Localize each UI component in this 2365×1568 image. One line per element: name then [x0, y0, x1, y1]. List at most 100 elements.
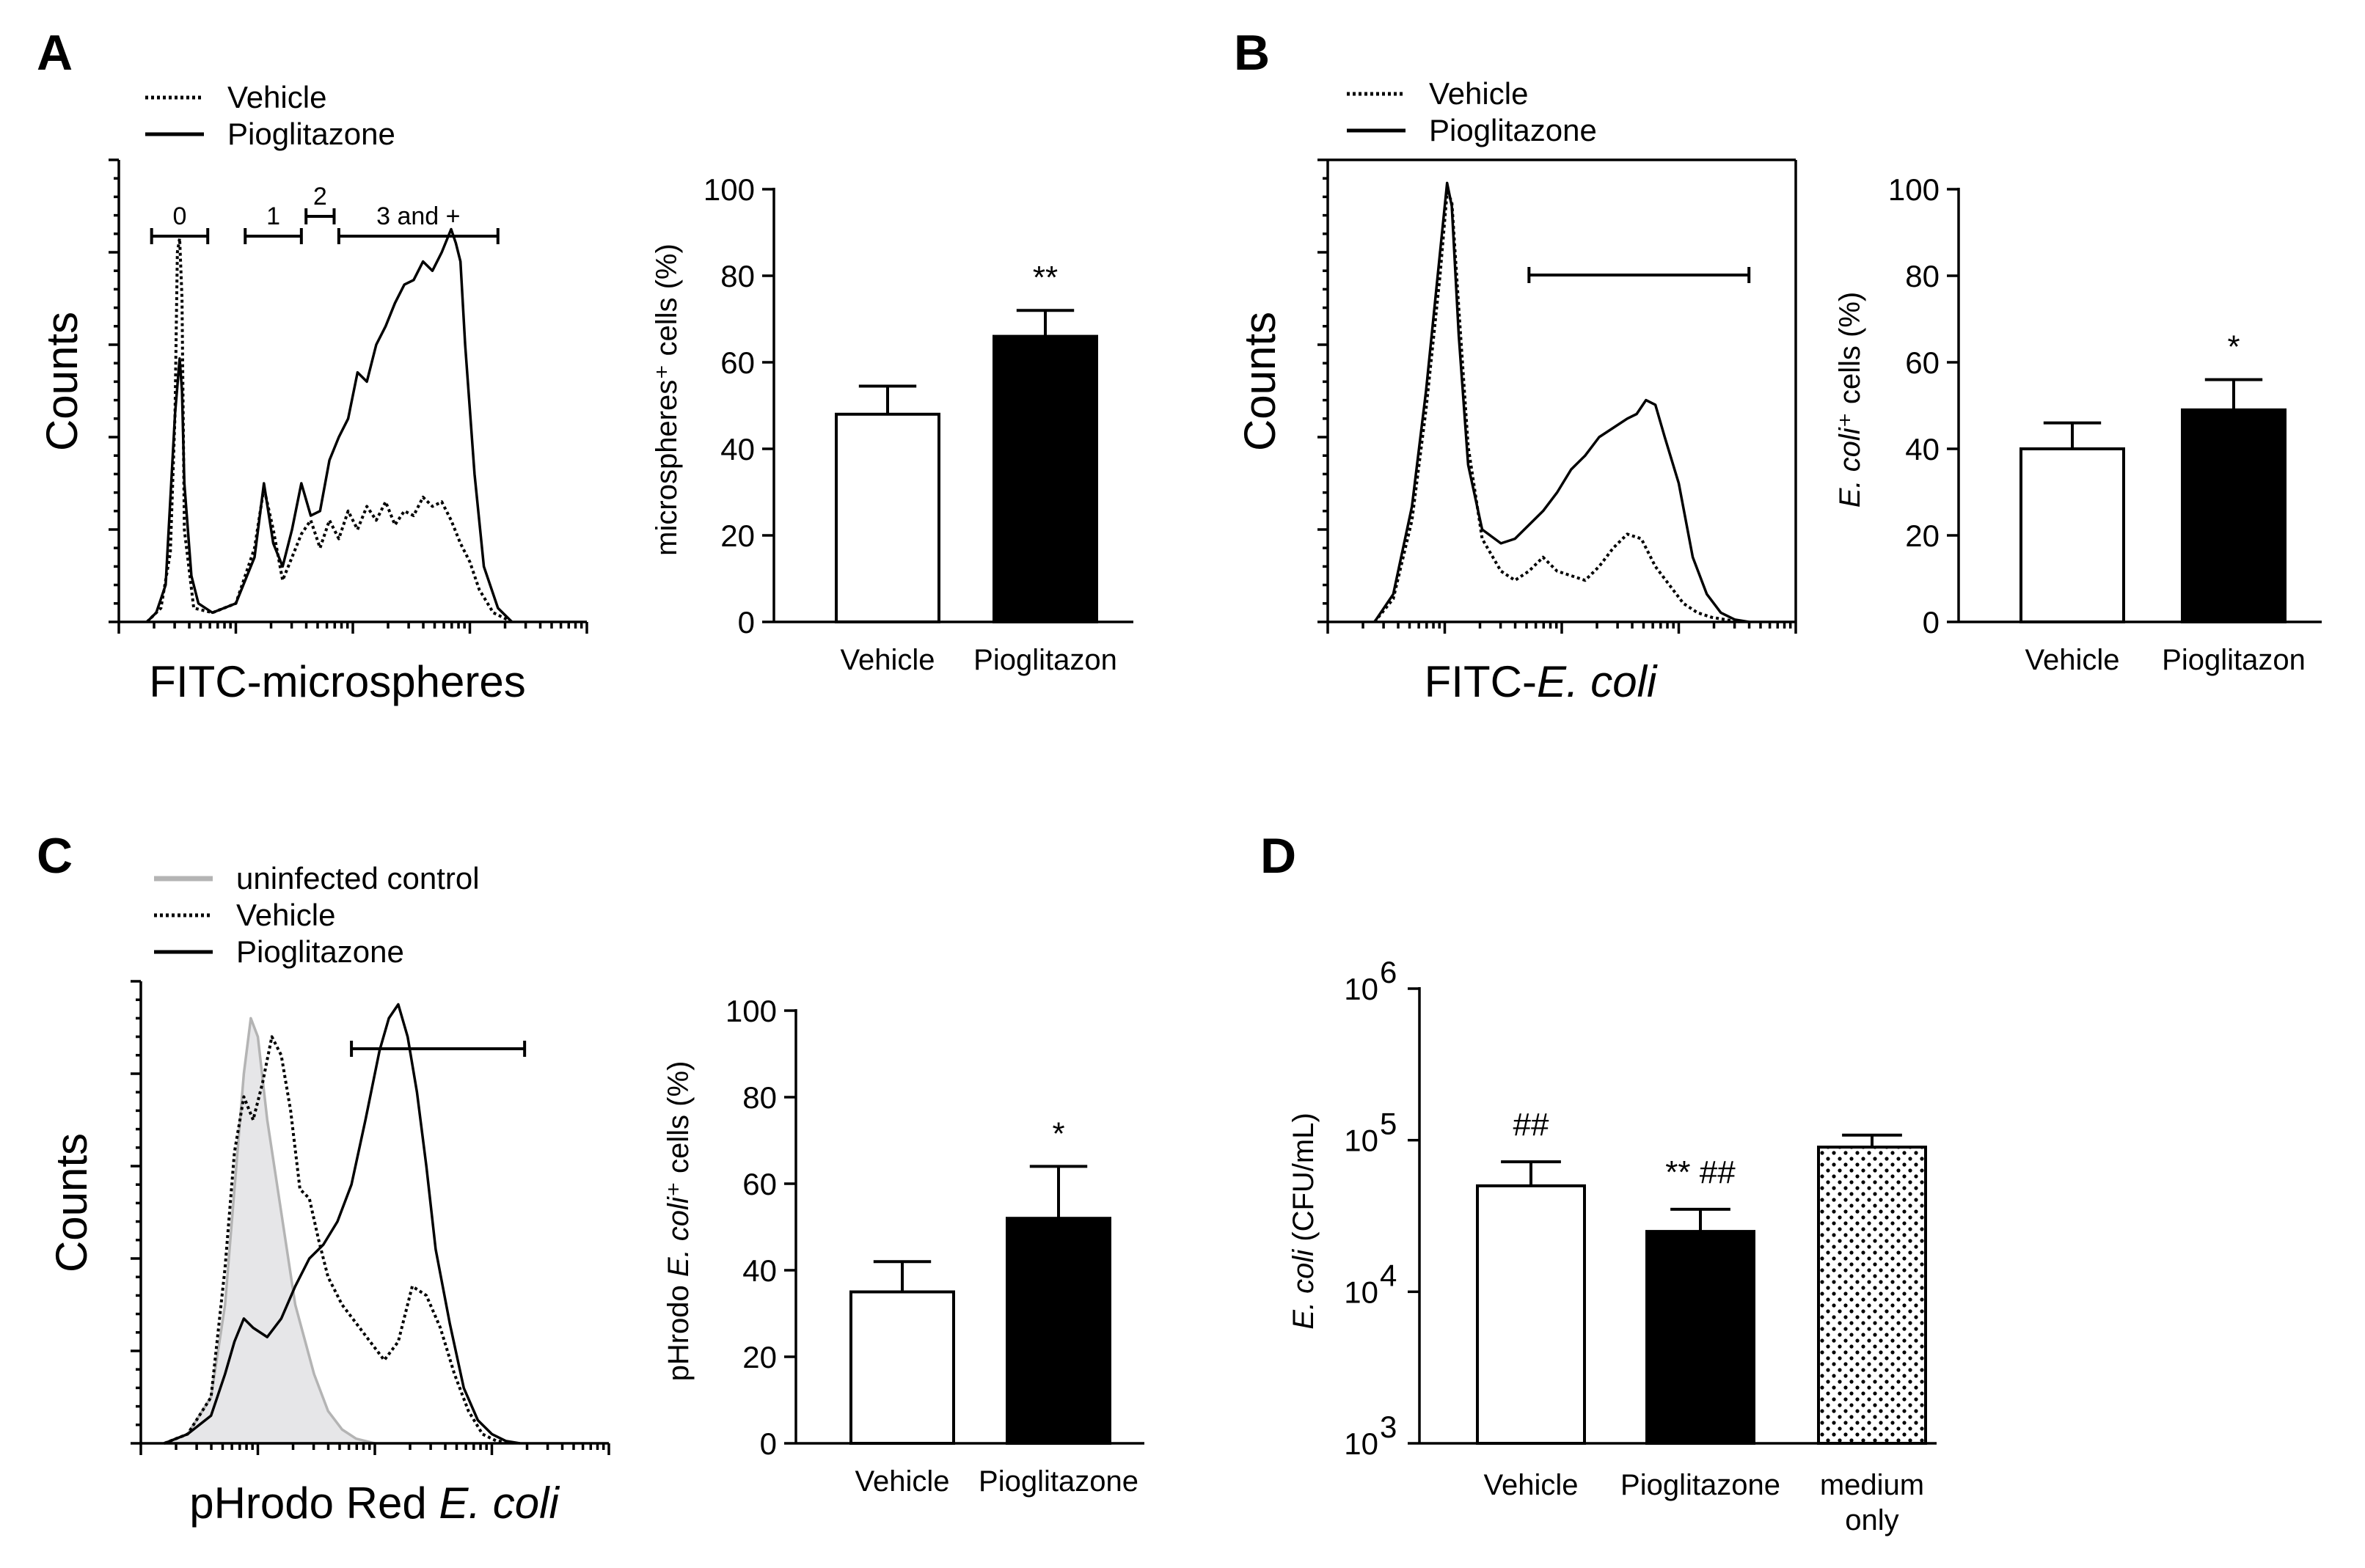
histogram-series-line [145, 237, 513, 623]
significance-label: * [1052, 1115, 1064, 1151]
panel-letter-a: A [37, 25, 73, 81]
y-tick-label: 60 [1905, 345, 1940, 380]
category-label: Vehicle [1484, 1469, 1579, 1501]
panel-c-axes [131, 980, 610, 1455]
panel-letter-b: B [1234, 25, 1270, 81]
histogram-series-line [1373, 191, 1740, 623]
category-label: Pioglitazon [973, 644, 1117, 676]
panel-c-bar-ylabel: pHrodo E. coli⁺ cells (%) [662, 1061, 695, 1382]
legend-label: Vehicle [1429, 76, 1528, 111]
y-tick-label: 10 [1344, 1426, 1378, 1461]
y-tick-label: 20 [742, 1340, 777, 1374]
y-tick-label: 10 [1344, 972, 1378, 1006]
panel-c-xlabel: pHrodo Red E. coli [189, 1479, 560, 1528]
panel-a-bar-ylabel: microspheres⁺ cells (%) [651, 243, 683, 556]
y-tick-label: 80 [742, 1080, 777, 1115]
panel-c-bar-chart: pHrodo E. coli⁺ cells (%) 0 20 40 60 80 100 Ve… [662, 994, 1144, 1498]
gate-label: 1 [266, 202, 280, 230]
histogram-series-line [164, 1035, 516, 1445]
panel-c-curves [163, 1003, 521, 1445]
panel-b-axes [1317, 158, 1797, 634]
panel-a-curves [145, 227, 513, 623]
gate-label: 2 [313, 183, 327, 210]
y-tick-exponent: 3 [1380, 1410, 1397, 1444]
panel-a-ylabel: Counts [37, 312, 87, 451]
y-tick-label: 40 [1905, 432, 1940, 466]
bar-medium-only [1817, 1146, 1927, 1445]
panel-c-ylabel: Counts [47, 1133, 96, 1272]
y-tick-label: 40 [742, 1253, 777, 1288]
category-label: Vehicle [2025, 644, 2120, 676]
panel-letter-d: D [1260, 828, 1296, 884]
panel-b-bar-ylabel: E. coli⁺ cells (%) [1834, 292, 1866, 508]
y-tick-label: 0 [1923, 605, 1940, 640]
y-tick-label: 100 [1888, 172, 1940, 207]
legend-label: Pioglitazone [1429, 113, 1597, 147]
bar-vehicle [2019, 447, 2125, 623]
y-tick-label: 60 [720, 345, 755, 380]
category-label: Pioglitazon [2162, 644, 2306, 676]
significance-label: * [2227, 329, 2240, 365]
panel-a-bar-chart: microspheres⁺ cells (%) 0 20 40 60 80 100 Vehi… [651, 172, 1133, 676]
y-tick-exponent: 5 [1380, 1107, 1397, 1141]
bar-vehicle [849, 1290, 955, 1445]
panel-b-ylabel: Counts [1235, 312, 1284, 451]
y-tick-exponent: 6 [1380, 955, 1397, 989]
y-tick-label: 40 [720, 432, 755, 466]
y-tick-label: 80 [720, 259, 755, 293]
legend-label: Vehicle [236, 898, 335, 932]
legend-label: Vehicle [227, 80, 326, 114]
legend-label: Pioglitazone [236, 934, 404, 969]
significance-label: ## [1513, 1107, 1549, 1143]
bar-pioglitazon [993, 334, 1098, 623]
category-label: medium [1820, 1469, 1924, 1501]
histogram-series-line [163, 1016, 376, 1445]
category-label: Pioglitazone [1620, 1469, 1780, 1501]
panel-a-axes [109, 158, 588, 634]
significance-label: ** [1033, 260, 1058, 296]
y-tick-label: 10 [1344, 1275, 1378, 1309]
category-label: Pioglitazone [979, 1465, 1138, 1498]
panel-b-curves [1373, 181, 1750, 623]
y-tick-label: 20 [1905, 519, 1940, 553]
bar-vehicle [835, 412, 940, 623]
gate-label: 0 [172, 202, 186, 230]
category-label: only [1845, 1504, 1898, 1536]
y-tick-label: 0 [738, 605, 755, 640]
panel-b-gates [1527, 267, 1751, 283]
bar-pioglitazone [1645, 1230, 1755, 1445]
y-tick-label: 100 [725, 994, 777, 1028]
y-tick-exponent: 4 [1380, 1258, 1397, 1292]
panel-c-gates [350, 1041, 527, 1057]
y-tick-label: 60 [742, 1167, 777, 1201]
bar-vehicle [1476, 1184, 1586, 1445]
category-label: Vehicle [841, 644, 935, 676]
category-label: Vehicle [855, 1465, 950, 1498]
panel-b-bar-chart: E. coli⁺ cells (%) 0 20 40 60 80 100 Vehicle Pi… [1834, 172, 2322, 676]
histogram-series-line [1373, 181, 1750, 623]
histogram-series-line [164, 1003, 521, 1445]
panel-a-gates: 0 1 2 3 and + [150, 183, 500, 244]
histogram-series-line [146, 227, 513, 623]
bar-pioglitazone [1006, 1217, 1111, 1445]
gate-label: 3 and + [376, 202, 460, 230]
legend-label: Pioglitazone [227, 117, 395, 151]
panel-d-bar-ylabel: E. coli (CFU/mL) [1287, 1113, 1320, 1330]
panel-a-xlabel: FITC-microspheres [149, 657, 525, 706]
panel-letter-c: C [37, 828, 73, 884]
bar-pioglitazon [2181, 408, 2287, 624]
y-tick-label: 0 [760, 1426, 777, 1461]
y-tick-label: 100 [703, 172, 755, 207]
y-tick-label: 10 [1344, 1124, 1378, 1158]
panel-b-xlabel: FITC-E. coli [1425, 657, 1658, 706]
significance-label: ** ## [1665, 1154, 1736, 1190]
y-tick-label: 80 [1905, 259, 1940, 293]
